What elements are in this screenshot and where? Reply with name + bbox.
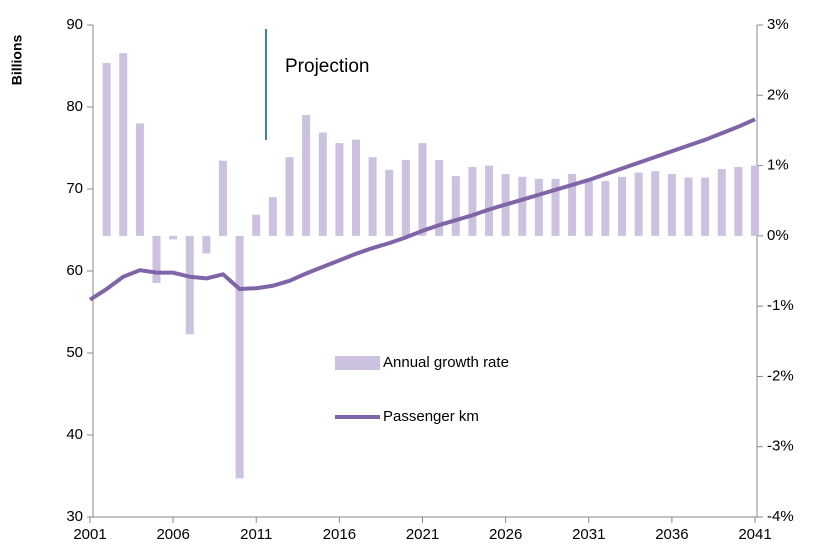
x-tick-label: 2021 bbox=[406, 526, 439, 543]
bar bbox=[185, 235, 194, 335]
bar bbox=[318, 132, 327, 236]
bar bbox=[169, 235, 178, 240]
y-tick-label: 70 bbox=[66, 180, 83, 197]
legend-label: Annual growth rate bbox=[383, 354, 509, 371]
x-tick-label: 2041 bbox=[738, 526, 771, 543]
bar bbox=[219, 160, 227, 236]
y2-tick-label: 2% bbox=[767, 86, 789, 103]
y2-tick-label: 1% bbox=[767, 157, 789, 174]
bar bbox=[651, 171, 660, 236]
bar bbox=[102, 62, 111, 236]
y2-tick-label: 0% bbox=[767, 227, 789, 244]
bar bbox=[119, 53, 128, 236]
y2-tick-label: -3% bbox=[767, 438, 794, 455]
bar bbox=[268, 197, 277, 236]
bar bbox=[202, 235, 211, 254]
bar bbox=[252, 214, 261, 236]
bar bbox=[717, 169, 726, 236]
y2-tick-label: -4% bbox=[767, 508, 794, 525]
bar bbox=[618, 176, 626, 236]
bar bbox=[302, 114, 311, 236]
bar bbox=[385, 169, 394, 236]
bar bbox=[368, 157, 377, 236]
annotation: Projection bbox=[285, 56, 370, 77]
bar bbox=[401, 159, 410, 236]
bar bbox=[451, 176, 460, 236]
x-tick-label: 2011 bbox=[240, 526, 272, 543]
y-tick-label: 90 bbox=[66, 16, 83, 33]
bar bbox=[551, 178, 560, 236]
bar bbox=[534, 178, 543, 236]
x-tick-label: 2031 bbox=[572, 526, 605, 543]
y-tick-label: 50 bbox=[66, 344, 83, 361]
x-tick-label: 2026 bbox=[489, 526, 522, 543]
bar bbox=[468, 166, 477, 236]
bar bbox=[485, 165, 493, 236]
bar bbox=[352, 139, 360, 236]
x-tick-label: 2001 bbox=[73, 526, 106, 543]
y-tick-label: 80 bbox=[66, 98, 83, 115]
line bbox=[88, 117, 756, 302]
y2-tick-label: -2% bbox=[767, 367, 794, 384]
x-tick-label: 2006 bbox=[156, 526, 189, 543]
bar bbox=[734, 166, 743, 236]
bar bbox=[335, 143, 344, 236]
bar bbox=[435, 159, 444, 236]
bar bbox=[701, 177, 710, 236]
bar bbox=[667, 174, 676, 236]
y-tick-label: 40 bbox=[66, 426, 83, 443]
bar bbox=[601, 181, 610, 236]
bar bbox=[152, 235, 161, 283]
bar bbox=[518, 176, 527, 236]
y2-tick-label: 3% bbox=[767, 16, 789, 33]
bar bbox=[751, 165, 759, 236]
x-tick-label: 2016 bbox=[323, 526, 356, 543]
bar bbox=[568, 174, 577, 236]
bar bbox=[634, 172, 643, 236]
bar bbox=[135, 123, 144, 236]
x-tick-label: 2036 bbox=[655, 526, 688, 543]
legend-swatch bbox=[335, 356, 380, 370]
bar bbox=[584, 179, 593, 236]
y-tick-label: 30 bbox=[66, 508, 83, 525]
y-tick-label: 60 bbox=[66, 262, 83, 279]
bar bbox=[684, 177, 693, 236]
y-axis-label: Billions bbox=[9, 35, 25, 86]
bar bbox=[418, 143, 427, 236]
bar bbox=[285, 157, 294, 236]
y2-tick-label: -1% bbox=[767, 297, 794, 314]
legend-label: Passenger km bbox=[383, 408, 479, 425]
bar bbox=[235, 235, 244, 479]
